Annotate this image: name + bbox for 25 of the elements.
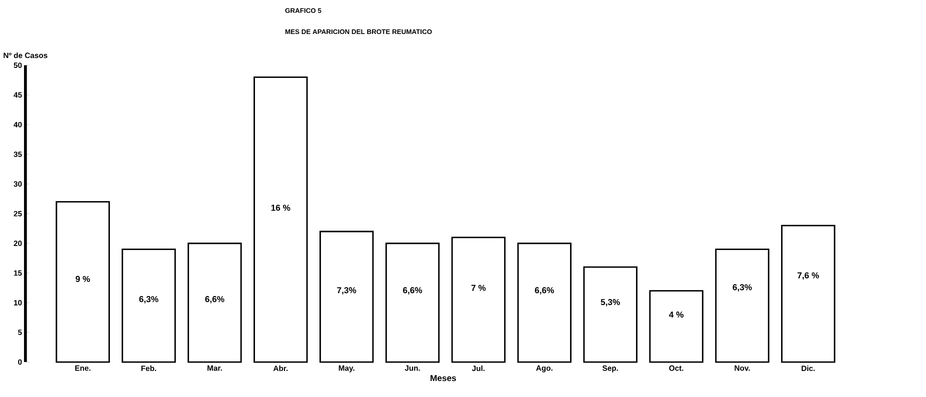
bar xyxy=(649,290,704,363)
annotation: 6,6% xyxy=(534,287,554,295)
annotation: 7,6 % xyxy=(798,272,819,280)
annotation: 9 % xyxy=(76,276,90,282)
annotation: 7,3% xyxy=(337,287,356,295)
bar xyxy=(188,242,242,363)
bar xyxy=(319,230,374,363)
bar xyxy=(385,242,440,363)
annotation: 6,3% xyxy=(732,284,752,292)
bar xyxy=(715,248,770,363)
annotation: 4 % xyxy=(669,312,684,318)
bar xyxy=(517,242,572,363)
annotation: 7 % xyxy=(471,285,486,292)
bar xyxy=(451,236,506,363)
x-axis-title: Meses xyxy=(430,375,456,382)
annotation: 6,6% xyxy=(403,287,422,295)
bar xyxy=(56,201,110,363)
bar xyxy=(583,266,638,363)
bar xyxy=(254,76,308,363)
annotation: 5,3% xyxy=(600,299,620,307)
bar xyxy=(781,225,836,363)
annotation: 6,6% xyxy=(205,296,224,304)
annotation: 6,3% xyxy=(139,296,158,304)
bar xyxy=(122,248,176,363)
annotation: 16 % xyxy=(271,204,290,211)
